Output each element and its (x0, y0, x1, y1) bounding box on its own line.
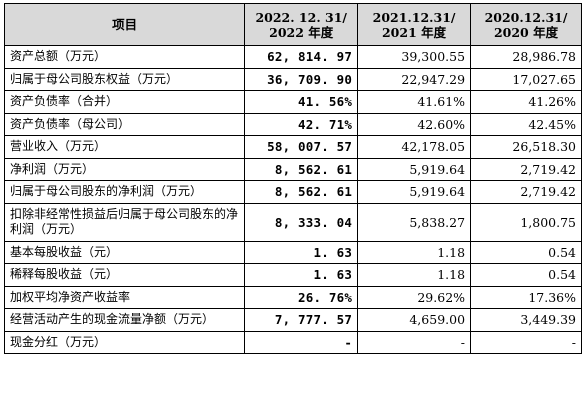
value-2022: 26. 76% (244, 285, 359, 309)
row-label: 经营活动产生的现金流量净额（万元） (3, 308, 246, 332)
header-2020-line2: 2020 年度 (493, 24, 559, 40)
header-2022-line1: 2022. 12. 31/ (255, 9, 347, 25)
row-label: 基本每股收益（元） (3, 240, 246, 264)
header-2021-line1: 2021.12.31/ (372, 9, 456, 25)
value-2021: 41.61% (357, 90, 472, 114)
value-2022: 8, 562. 61 (244, 157, 359, 181)
value-2020: 28,986.78 (470, 45, 582, 69)
financial-table-container: 项目 2022. 12. 31/ 2022 年度 2021.12.31/ 202… (3, 3, 582, 354)
value-2022: 8, 333. 04 (244, 202, 359, 242)
row-label: 扣除非经常性损益后归属于母公司股东的净利润（万元） (3, 202, 246, 242)
value-2021: 22,947.29 (357, 67, 472, 91)
value-2022: 42. 71% (244, 112, 359, 136)
financial-data-table: 项目 2022. 12. 31/ 2022 年度 2021.12.31/ 202… (3, 3, 582, 354)
header-2022: 2022. 12. 31/ 2022 年度 (244, 3, 359, 46)
value-2021: 5,919.64 (357, 157, 472, 181)
value-2022: 36, 709. 90 (244, 67, 359, 91)
table-row: 稀释每股收益（元） 1. 63 1.18 0.54 (3, 263, 582, 287)
value-2020: 3,449.39 (470, 308, 582, 332)
value-2021: 5,838.27 (357, 202, 472, 242)
value-2020: 42.45% (470, 112, 582, 136)
row-label: 营业收入（万元） (3, 135, 246, 159)
value-2021: - (357, 330, 472, 354)
row-label: 现金分红（万元） (3, 330, 246, 354)
value-2022: 41. 56% (244, 90, 359, 114)
value-2020: 2,719.42 (470, 157, 582, 181)
value-2021: 29.62% (357, 285, 472, 309)
value-2021: 42,178.05 (357, 135, 472, 159)
value-2022: 62, 814. 97 (244, 45, 359, 69)
value-2022: - (244, 330, 359, 354)
value-2020: 1,800.75 (470, 202, 582, 242)
table-row: 营业收入（万元） 58, 007. 57 42,178.05 26,518.30 (3, 135, 582, 159)
table-row: 基本每股收益（元） 1. 63 1.18 0.54 (3, 240, 582, 264)
value-2020: 2,719.42 (470, 180, 582, 204)
value-2020: 17,027.65 (470, 67, 582, 91)
row-label: 稀释每股收益（元） (3, 263, 246, 287)
table-row: 归属于母公司股东权益（万元） 36, 709. 90 22,947.29 17,… (3, 67, 582, 91)
table-row: 净利润（万元） 8, 562. 61 5,919.64 2,719.42 (3, 157, 582, 181)
row-label: 归属于母公司股东的净利润（万元） (3, 180, 246, 204)
value-2020: - (470, 330, 582, 354)
value-2020: 0.54 (470, 240, 582, 264)
value-2022: 7, 777. 57 (244, 308, 359, 332)
header-item: 项目 (3, 3, 246, 46)
value-2020: 17.36% (470, 285, 582, 309)
table-row: 扣除非经常性损益后归属于母公司股东的净利润（万元） 8, 333. 04 5,8… (3, 202, 582, 242)
value-2020: 26,518.30 (470, 135, 582, 159)
value-2022: 8, 562. 61 (244, 180, 359, 204)
table-header-row: 项目 2022. 12. 31/ 2022 年度 2021.12.31/ 202… (3, 3, 582, 46)
value-2020: 41.26% (470, 90, 582, 114)
header-2021-line2: 2021 年度 (381, 24, 447, 40)
table-row: 资产负债率（母公司） 42. 71% 42.60% 42.45% (3, 112, 582, 136)
row-label: 加权平均净资产收益率 (3, 285, 246, 309)
value-2021: 1.18 (357, 263, 472, 287)
row-label: 归属于母公司股东权益（万元） (3, 67, 246, 91)
header-2021: 2021.12.31/ 2021 年度 (357, 3, 472, 46)
value-2022: 1. 63 (244, 240, 359, 264)
row-label: 资产总额（万元） (3, 45, 246, 69)
value-2021: 1.18 (357, 240, 472, 264)
table-row: 加权平均净资产收益率 26. 76% 29.62% 17.36% (3, 285, 582, 309)
row-label: 资产负债率（合并） (3, 90, 246, 114)
value-2021: 42.60% (357, 112, 472, 136)
table-row: 资产总额（万元） 62, 814. 97 39,300.55 28,986.78 (3, 45, 582, 69)
header-2020: 2020.12.31/ 2020 年度 (470, 3, 582, 46)
value-2020: 0.54 (470, 263, 582, 287)
value-2022: 1. 63 (244, 263, 359, 287)
header-2022-line2: 2022 年度 (269, 24, 334, 40)
table-row: 现金分红（万元） - - - (3, 330, 582, 354)
value-2021: 4,659.00 (357, 308, 472, 332)
table-row: 资产负债率（合并） 41. 56% 41.61% 41.26% (3, 90, 582, 114)
row-label: 净利润（万元） (3, 157, 246, 181)
row-label: 资产负债率（母公司） (3, 112, 246, 136)
value-2022: 58, 007. 57 (244, 135, 359, 159)
value-2021: 5,919.64 (357, 180, 472, 204)
table-row: 归属于母公司股东的净利润（万元） 8, 562. 61 5,919.64 2,7… (3, 180, 582, 204)
header-2020-line1: 2020.12.31/ (484, 9, 568, 25)
value-2021: 39,300.55 (357, 45, 472, 69)
table-row: 经营活动产生的现金流量净额（万元） 7, 777. 57 4,659.00 3,… (3, 308, 582, 332)
